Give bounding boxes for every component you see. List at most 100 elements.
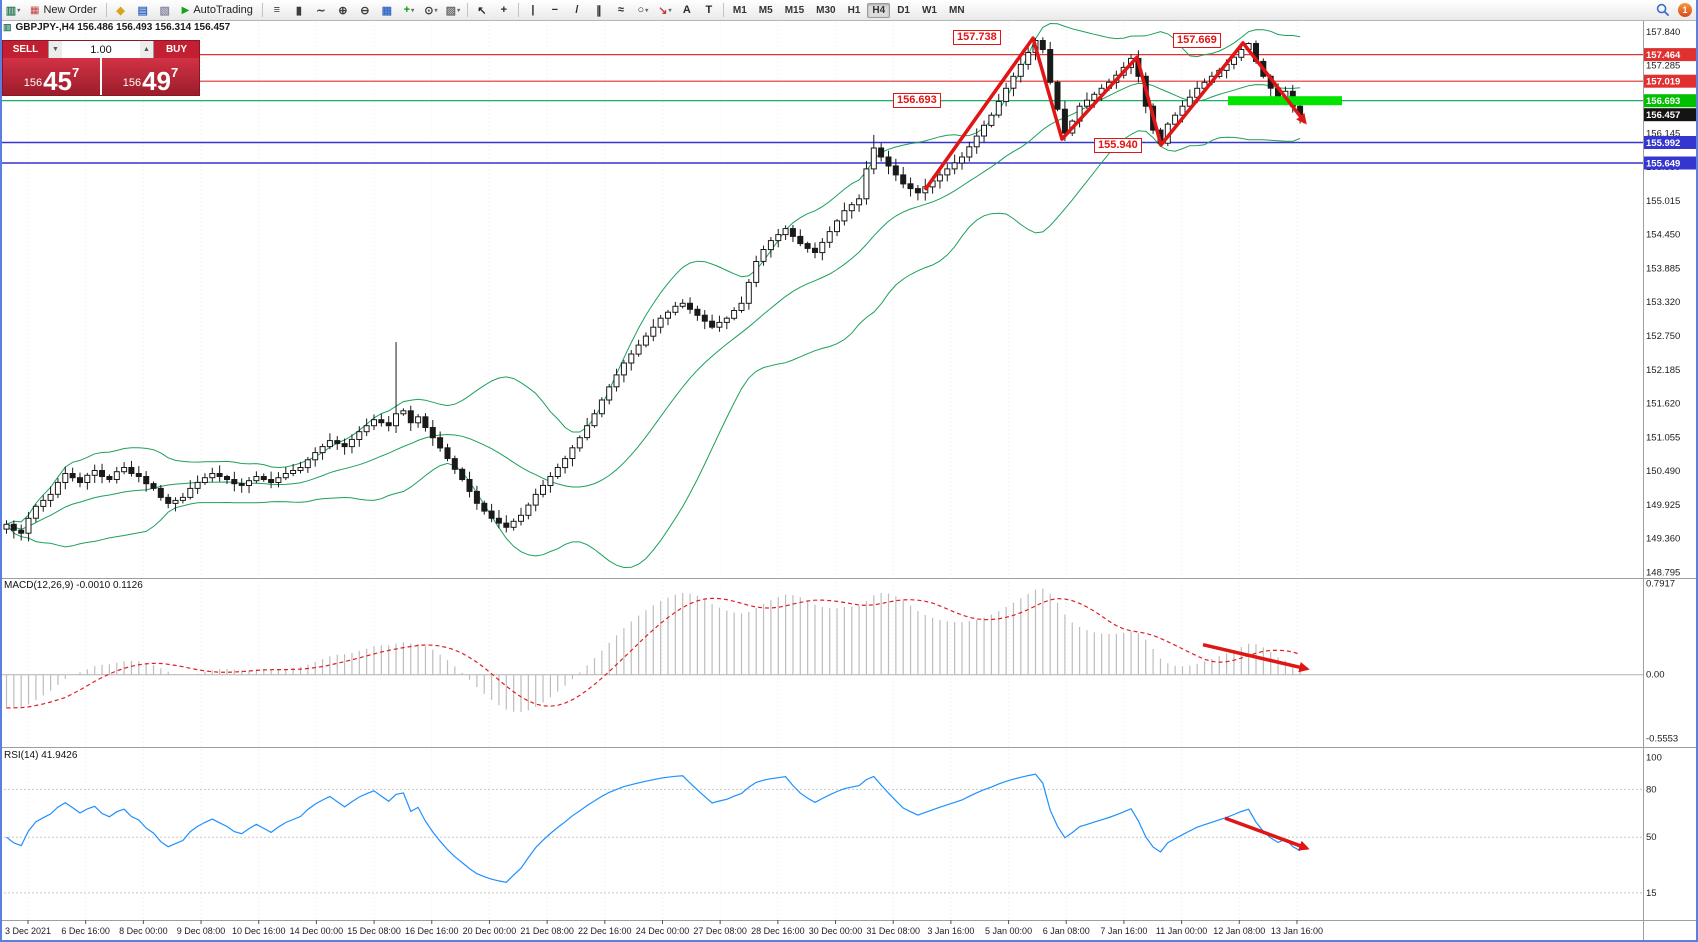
rsi-line [6, 773, 1301, 883]
window-border-bottom [0, 940, 1698, 942]
svg-text:156.693: 156.693 [1646, 96, 1680, 107]
chevron-down-icon: ▾ [411, 7, 415, 14]
svg-text:13 Jan 16:00: 13 Jan 16:00 [1271, 926, 1323, 936]
crosshair-icon[interactable]: + [500, 4, 508, 16]
new-order-button[interactable]: ▦ New Order [24, 2, 103, 18]
svg-text:27 Dec 08:00: 27 Dec 08:00 [693, 926, 747, 936]
sell-button[interactable]: SELL [3, 41, 48, 58]
toolbar-separator [105, 3, 107, 17]
bollinger-bands [6, 22, 1301, 569]
shapes-icon[interactable]: ○ ▾ [637, 4, 649, 16]
svg-text:150.490: 150.490 [1646, 466, 1680, 477]
toolbar-separator [466, 3, 468, 17]
window-border-right [1696, 0, 1698, 942]
svg-text:24 Dec 00:00: 24 Dec 00:00 [636, 926, 690, 936]
zoom-in-icon[interactable]: ⊕ [338, 4, 348, 17]
text-label-icon[interactable]: T [705, 4, 713, 16]
support-zone-annotation[interactable] [1228, 96, 1342, 106]
chevron-down-icon: ▾ [645, 7, 649, 14]
sell-price-display[interactable]: 156 45 7 [3, 58, 102, 95]
svg-text:10 Dec 16:00: 10 Dec 16:00 [232, 926, 286, 936]
autotrading-button-label: AutoTrading [193, 4, 253, 16]
tile-windows-icon[interactable]: ▦ [381, 4, 393, 17]
svg-text:20 Dec 00:00: 20 Dec 00:00 [463, 926, 517, 936]
price-annotation-157669[interactable]: 157.669 [1173, 33, 1221, 48]
timeframe-m5-button[interactable]: M5 [758, 4, 773, 16]
svg-text:7 Jan 16:00: 7 Jan 16:00 [1100, 926, 1147, 936]
price-chart[interactable]: 157.840157.285156.715156.145155.580155.0… [0, 20, 1698, 942]
timeframe-mn-button[interactable]: MN [948, 4, 965, 16]
rsi-axis-labels: 100 80 50 15 [1646, 753, 1662, 899]
horizontal-line-objects[interactable] [0, 53, 1643, 164]
rsi-levels [0, 788, 1643, 894]
candlestick-chart-icon[interactable]: ▮ [295, 4, 302, 17]
svg-text:50: 50 [1646, 832, 1657, 843]
buy-price-big: 49 [142, 66, 172, 96]
market-watch-icon[interactable]: ▤ [137, 4, 148, 17]
timeframe-h4-button[interactable]: H4 [867, 2, 891, 18]
sell-price-big: 45 [43, 66, 73, 96]
svg-text:157.285: 157.285 [1646, 60, 1680, 71]
svg-text:152.750: 152.750 [1646, 331, 1680, 342]
svg-text:28 Dec 16:00: 28 Dec 16:00 [751, 926, 805, 936]
macd-signal-line [6, 597, 1301, 709]
svg-text:-0.5553: -0.5553 [1646, 734, 1678, 745]
channel-icon[interactable]: ∥ [596, 4, 602, 17]
new-chart-icon[interactable]: ▥ ▾ [5, 4, 21, 17]
timeframe-w1-button[interactable]: W1 [921, 4, 937, 16]
price-annotation-156693[interactable]: 156.693 [893, 93, 941, 108]
trend-zigzag-annotation[interactable] [923, 36, 1307, 191]
panel-borders [0, 20, 1698, 942]
volume-increase-button[interactable]: ▲ [140, 41, 153, 58]
horizontal-line-icon[interactable]: − [551, 4, 559, 16]
macd-indicator-label: MACD(12,26,9) -0.0010 0.1126 [4, 580, 143, 591]
price-annotation-157738[interactable]: 157.738 [953, 30, 1001, 45]
ohlc-header-text: GBPJPY-,H4 156.486 156.493 156.314 156.4… [15, 22, 231, 33]
buy-button[interactable]: BUY [154, 41, 199, 58]
new-order-icon: ▦ [30, 4, 40, 16]
rsi-indicator-label: RSI(14) 41.9426 [4, 750, 78, 761]
text-icon[interactable]: A [682, 4, 691, 16]
templates-icon[interactable]: ▨ ▾ [445, 4, 461, 17]
trendline-icon[interactable]: / [575, 4, 579, 16]
search-icon[interactable] [1656, 3, 1670, 17]
svg-text:22 Dec 16:00: 22 Dec 16:00 [578, 926, 632, 936]
strategy-tester-icon[interactable]: ▧ [159, 4, 170, 17]
svg-text:152.185: 152.185 [1646, 365, 1680, 376]
timeframe-d1-button[interactable]: D1 [897, 4, 910, 16]
timeframe-m15-button[interactable]: M15 [784, 4, 805, 16]
svg-text:15: 15 [1646, 888, 1657, 899]
volume-decrease-button[interactable]: ▼ [49, 41, 62, 58]
svg-text:0.7917: 0.7917 [1646, 579, 1675, 590]
indicators-icon[interactable]: + ▾ [403, 4, 415, 16]
autotrading-button[interactable]: ▶ AutoTrading [176, 2, 259, 18]
svg-text:100: 100 [1646, 753, 1662, 764]
metaeditor-icon[interactable]: ◆ [116, 4, 125, 17]
timeframe-m1-button[interactable]: M1 [732, 4, 747, 16]
timeframe-m30-button[interactable]: M30 [816, 4, 836, 16]
bar-chart-icon[interactable]: ≡ [273, 4, 281, 16]
timeframe-h1-button[interactable]: H1 [847, 4, 861, 16]
rsi-arrow-annotation[interactable] [1224, 816, 1310, 851]
svg-text:154.450: 154.450 [1646, 230, 1680, 241]
zoom-out-icon[interactable]: ⊖ [360, 4, 370, 17]
periods-icon[interactable]: ⊙ ▾ [424, 4, 438, 17]
svg-text:14 Dec 00:00: 14 Dec 00:00 [290, 926, 344, 936]
macd-arrow-annotation[interactable] [1202, 642, 1310, 673]
sell-price-sup: 7 [72, 65, 80, 80]
volume-input[interactable]: 1.00 [90, 43, 112, 56]
buy-price-display[interactable]: 156 49 7 [102, 58, 199, 95]
vertical-line-icon[interactable]: | [531, 4, 535, 16]
svg-text:151.055: 151.055 [1646, 432, 1680, 443]
symbol-quote-line: ▥ GBPJPY-,H4 156.486 156.493 156.314 156… [3, 22, 230, 33]
line-chart-icon[interactable]: ∼ [316, 4, 326, 17]
price-annotation-155940[interactable]: 155.940 [1094, 138, 1142, 153]
cursor-icon[interactable]: ↖ [477, 4, 487, 17]
candles [3, 37, 1304, 542]
svg-text:149.360: 149.360 [1646, 534, 1680, 545]
svg-text:151.620: 151.620 [1646, 399, 1680, 410]
svg-text:155.992: 155.992 [1646, 138, 1680, 149]
arrows-icon[interactable]: ↘ ▾ [658, 4, 672, 17]
notification-badge[interactable]: 1 [1678, 3, 1692, 17]
fibonacci-icon[interactable]: ≈ [617, 4, 624, 16]
